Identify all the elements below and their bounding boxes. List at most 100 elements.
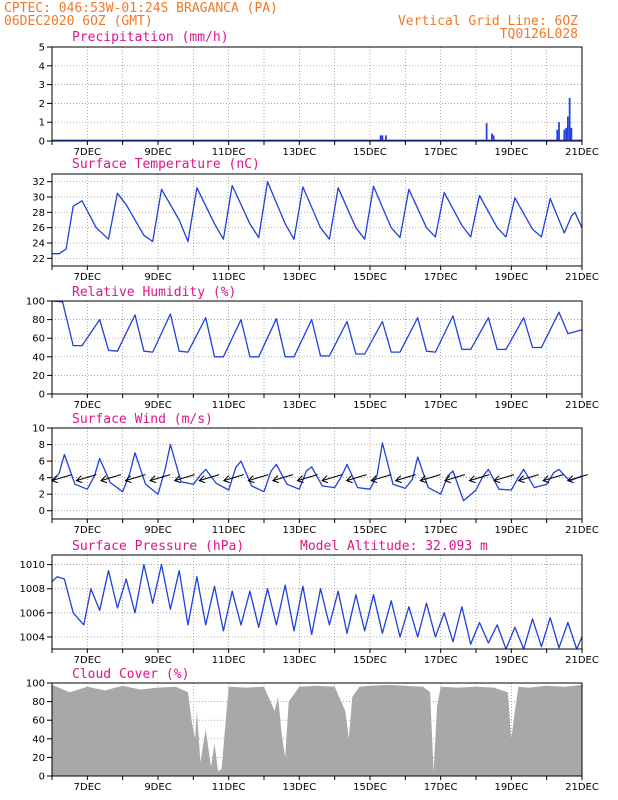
precipitation-bar (568, 97, 571, 141)
cloud-cover-ytick-label: 80 (32, 697, 45, 708)
cloud-cover-title: Cloud Cover (%) (72, 667, 189, 682)
panel-pressure: Surface Pressure (hPa) Model Altitude: 3… (20, 539, 599, 666)
pressure-xtick-label: 17DEC (424, 655, 458, 666)
precipitation-plot: 0 1 2 3 4 5 7DEC 9DEC 11DEC 13DEC 15DEC 17DEC 19DEC 2… (39, 43, 599, 159)
wind-arrow (370, 474, 392, 484)
precipitation-bar (381, 135, 384, 141)
pressure-xtick-label: 15DEC (353, 655, 387, 666)
temperature-xtick-label: 17DEC (424, 272, 458, 283)
pressure-xtick-label: 9DEC (144, 655, 171, 666)
pressure-xtick-label: 19DEC (494, 655, 528, 666)
panel-temperature: Surface Temperature (nC) 22 24 26 28 30 32 7DE… (32, 157, 599, 283)
wind-arrow (124, 474, 146, 484)
cloud-cover-xtick-label: 17DEC (424, 782, 458, 793)
wind-arrow (443, 474, 466, 484)
temperature-ytick-label: 28 (32, 208, 45, 219)
model-altitude-note: Model Altitude: 32.093 m (300, 539, 488, 554)
precipitation-xtick-label: 15DEC (353, 147, 387, 158)
temperature-ytick-label: 30 (32, 193, 45, 204)
temperature-xtick-label: 15DEC (353, 272, 387, 283)
precipitation-title: Precipitation (mm/h) (72, 30, 229, 45)
temperature-xtick-label: 13DEC (282, 272, 316, 283)
temperature-line (52, 181, 583, 255)
panel-wind: Surface Wind (m/s) 0 2 4 6 8 10 7DEC 9DEC 11DEC 1… (32, 412, 599, 536)
precipitation-xtick-label: 19DEC (494, 147, 528, 158)
temperature-xtick-label: 9DEC (144, 272, 171, 283)
precipitation-xtick-label: 13DEC (282, 147, 316, 158)
pressure-plot: 1004 1006 1008 1010 7DEC 9DEC 11DEC 13DEC 15DEC 1… (20, 554, 599, 666)
header-model-code: TQ0126L028 (500, 27, 578, 42)
pressure-xtick-label: 13DEC (282, 655, 316, 666)
wind-arrow (566, 474, 588, 484)
precipitation-bar (563, 129, 566, 141)
wind-xtick-label: 15DEC (353, 525, 387, 536)
precipitation-bar (385, 135, 387, 141)
temperature-xtick-label: 7DEC (74, 272, 101, 283)
humidity-ytick-label: 100 (26, 297, 45, 308)
wind-arrow (222, 474, 244, 484)
precipitation-xtick-label: 11DEC (212, 147, 246, 158)
humidity-xtick-label: 19DEC (494, 400, 528, 411)
precipitation-xtick-label: 7DEC (74, 147, 101, 158)
precipitation-frame (51, 46, 583, 142)
precipitation-ytick-label: 2 (39, 99, 45, 110)
panel-precipitation: Precipitation (mm/h) 0 1 2 3 4 5 7DEC 9DEC 11DEC… (39, 30, 599, 158)
wind-arrow (198, 474, 220, 484)
precipitation-bar (491, 133, 493, 141)
wind-xtick-label: 19DEC (494, 525, 528, 536)
humidity-ytick-label: 40 (32, 352, 45, 363)
pressure-ytick-label: 1006 (20, 608, 45, 619)
precipitation-bar (379, 135, 382, 141)
wind-title: Surface Wind (m/s) (72, 412, 213, 427)
precipitation-bar (570, 127, 573, 141)
precipitation-ytick-label: 4 (39, 61, 45, 72)
pressure-line (51, 563, 583, 650)
wind-xtick-label: 7DEC (74, 525, 101, 536)
humidity-xtick-label: 17DEC (424, 400, 458, 411)
wind-arrow (394, 474, 416, 484)
cloud-cover-xtick-label: 15DEC (353, 782, 387, 793)
header-grid-note: Vertical Grid Line: 6OZ (398, 14, 578, 29)
cloud-cover-xtick-label: 9DEC (144, 782, 171, 793)
wind-ytick-label: 4 (39, 473, 45, 484)
pressure-xtick-label: 21DEC (565, 655, 599, 666)
cloud-cover-xtick-label: 7DEC (74, 782, 101, 793)
precipitation-bar (565, 127, 567, 141)
humidity-ytick-label: 60 (32, 334, 45, 345)
humidity-ytick-label: 20 (32, 371, 45, 382)
panel-cloud-cover: Cloud Cover (%) 0 20 40 60 80 100 7DEC 9DEC 11DE… (26, 667, 599, 793)
wind-frame (51, 427, 583, 520)
wind-xtick-label: 13DEC (282, 525, 316, 536)
temperature-frame (51, 173, 583, 267)
pressure-ytick-label: 1010 (20, 560, 45, 571)
precipitation-xtick-label: 21DEC (565, 147, 599, 158)
humidity-line (51, 300, 583, 358)
pressure-frame (51, 554, 583, 650)
pressure-ytick-label: 1008 (20, 584, 45, 595)
precipitation-bar (558, 122, 560, 141)
cloud-cover-xtick-label: 21DEC (565, 782, 599, 793)
wind-ytick-label: 0 (39, 506, 45, 517)
temperature-xtick-label: 21DEC (565, 272, 599, 283)
wind-line (51, 442, 583, 502)
temperature-xtick-label: 19DEC (494, 272, 528, 283)
wind-arrow (419, 474, 441, 484)
temperature-ytick-label: 32 (32, 177, 45, 188)
wind-arrow (296, 474, 318, 484)
wind-plot: 0 2 4 6 8 10 7DEC 9DEC 11DEC 13DEC 15DEC 17DEC 19DEC… (32, 424, 599, 537)
precipitation-bar (556, 129, 559, 141)
wind-arrow (542, 474, 564, 484)
cloud-cover-plot: 0 20 40 60 80 100 7DEC 9DEC 11DEC 13DEC 15DEC 17DEC… (26, 679, 599, 794)
cloud-cover-xtick-label: 13DEC (282, 782, 316, 793)
pressure-ytick-label: 1004 (20, 632, 45, 643)
wind-xtick-label: 9DEC (144, 525, 171, 536)
header-date-line: 06DEC2020 6OZ (GMT) (4, 14, 153, 29)
wind-xtick-label: 21DEC (565, 525, 599, 536)
header-station-line: CPTEC: 046:53W-01:24S BRAGANCA (PA) (4, 1, 278, 16)
pressure-xtick-label: 11DEC (212, 655, 246, 666)
wind-arrow (247, 474, 269, 484)
wind-arrow (149, 474, 171, 484)
humidity-xtick-label: 21DEC (565, 400, 599, 411)
wind-arrow (100, 474, 122, 484)
humidity-ytick-label: 80 (32, 315, 45, 326)
